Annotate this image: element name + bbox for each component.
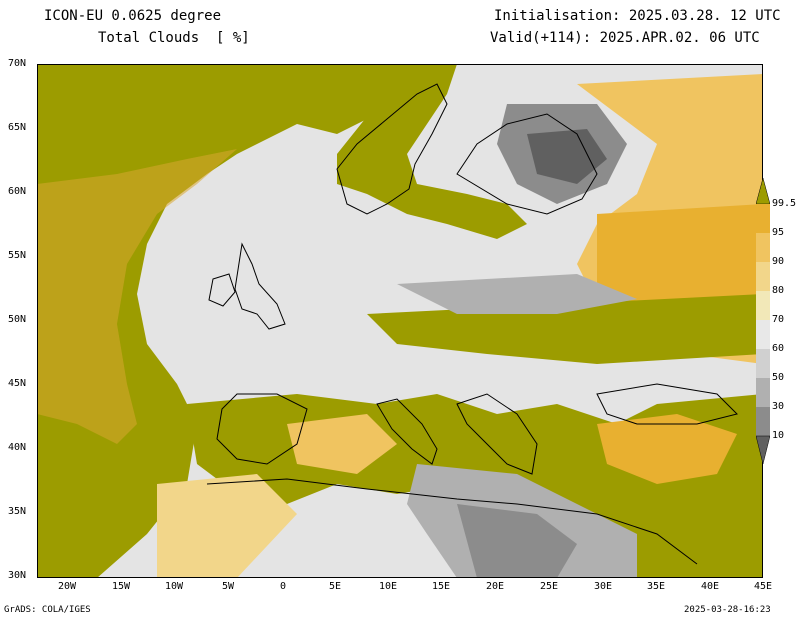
coast-balkans — [456, 393, 538, 475]
colorbar-label: 30 — [772, 401, 785, 412]
init-time: Initialisation: 2025.03.28. 12 UTC — [494, 8, 781, 24]
colorbar-segment — [756, 291, 770, 320]
coast-iberia — [216, 393, 308, 465]
model-title: ICON-EU 0.0625 degree — [44, 8, 222, 24]
colorbar-label: 60 — [772, 343, 785, 354]
coast-north-africa — [206, 478, 698, 565]
lat-label: 35N — [8, 506, 27, 517]
colorbar-top-arrow — [756, 178, 770, 205]
lat-label: 70N — [8, 58, 27, 69]
lon-label: 5W — [222, 581, 235, 592]
colorbar-segment — [756, 378, 770, 407]
coast-black-sea — [596, 383, 738, 425]
colorbar-segment — [756, 204, 770, 233]
lon-label: 20W — [58, 581, 77, 592]
lon-label: 40E — [701, 581, 720, 592]
colorbar-segment — [756, 349, 770, 378]
lon-label: 20E — [486, 581, 505, 592]
cloud-map — [37, 64, 763, 578]
colorbar-label: 99.5 — [772, 198, 797, 209]
british-isles-clear — [207, 234, 297, 334]
colorbar-segment — [756, 320, 770, 349]
lon-label: 5E — [329, 581, 342, 592]
colorbar-label: 50 — [772, 372, 785, 383]
lon-label: 30E — [594, 581, 613, 592]
colorbar — [756, 178, 770, 464]
colorbar-bottom-arrow — [756, 435, 770, 464]
coast-finland — [456, 113, 598, 215]
central-low-band — [397, 274, 637, 314]
atlantic-mixed-band — [37, 149, 237, 444]
lon-label: 35E — [647, 581, 666, 592]
colorbar-segment — [756, 407, 770, 436]
lat-label: 65N — [8, 122, 27, 133]
lon-label: 15E — [432, 581, 451, 592]
field-title: Total Clouds [ %] — [98, 30, 250, 46]
lon-label: 10E — [379, 581, 398, 592]
coast-gb — [234, 242, 286, 330]
sea-dense-low — [457, 504, 577, 578]
italy-cloud — [287, 414, 397, 474]
lon-label: 25E — [540, 581, 559, 592]
lon-label: 45E — [754, 581, 773, 592]
east-high-cloud — [597, 204, 763, 324]
map-canvas — [37, 64, 763, 578]
lon-label: 15W — [112, 581, 131, 592]
coast-ireland — [208, 273, 236, 307]
lat-label: 30N — [8, 570, 27, 581]
valid-time: Valid(+114): 2025.APR.02. 06 UTC — [490, 30, 760, 46]
coastlines — [206, 83, 738, 565]
lat-label: 40N — [8, 442, 27, 453]
lat-label: 50N — [8, 314, 27, 325]
colorbar-label: 80 — [772, 285, 785, 296]
lat-label: 55N — [8, 250, 27, 261]
colorbar-segment — [756, 233, 770, 262]
scandinavia-cloud — [337, 64, 527, 239]
colorbar-segment — [756, 262, 770, 291]
turkey-cloud — [597, 414, 737, 484]
north-africa-cloud — [157, 474, 297, 578]
footer-credit: GrADS: COLA/IGES — [4, 605, 91, 615]
footer-timestamp: 2025-03-28-16:23 — [684, 605, 771, 615]
colorbar-label: 70 — [772, 314, 785, 325]
lat-label: 60N — [8, 186, 27, 197]
colorbar-label: 95 — [772, 227, 785, 238]
finland-dense-low — [527, 129, 607, 184]
coast-italy — [376, 398, 438, 465]
lat-label: 45N — [8, 378, 27, 389]
colorbar-label: 90 — [772, 256, 785, 267]
colorbar-label: 10 — [772, 430, 785, 441]
coast-norway-sweden — [336, 83, 448, 215]
lon-label: 0 — [280, 581, 287, 592]
lon-label: 10W — [165, 581, 184, 592]
